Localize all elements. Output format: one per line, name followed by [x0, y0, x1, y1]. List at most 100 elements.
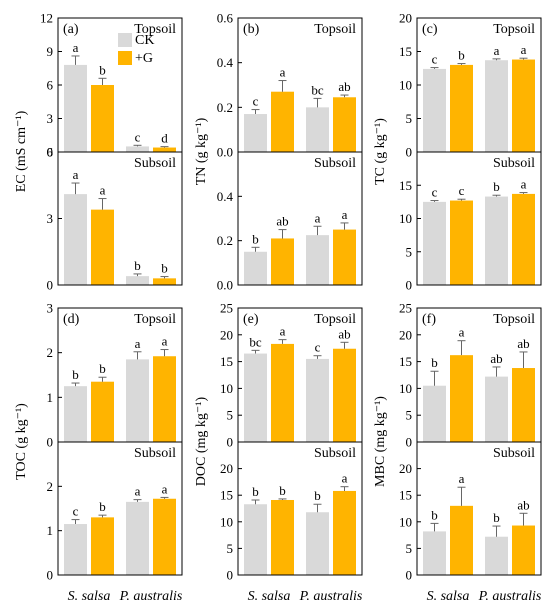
significance-label: a	[73, 167, 79, 182]
y-tick-label: 10	[399, 514, 412, 529]
legend-label-ck: CK	[135, 33, 154, 48]
bar-g	[91, 85, 114, 152]
panel-letter: (c)	[422, 22, 438, 37]
bar-ck	[423, 385, 446, 442]
significance-label: b	[314, 488, 321, 503]
bar-g	[512, 368, 535, 442]
bar-g	[91, 209, 114, 285]
bar-ck	[244, 353, 267, 442]
significance-label: a	[162, 334, 168, 349]
y-axis-label: EC (mS cm⁻¹)	[14, 110, 29, 192]
y-axis-label: DOC (mg kg⁻¹)	[194, 396, 209, 486]
y-tick-label: 15	[399, 44, 412, 59]
legend-swatch-g	[118, 51, 132, 65]
subplot-subsoil: 0 5 10 15 Subsoil c b c a	[399, 156, 535, 293]
y-tick-label: 10	[399, 211, 412, 226]
y-tick-label: 25	[399, 301, 412, 316]
bar-ck	[485, 536, 508, 575]
significance-label: c	[135, 129, 141, 144]
significance-label: b	[493, 510, 500, 525]
layer-label-subsoil: Subsoil	[493, 156, 535, 171]
bar-g	[153, 278, 176, 285]
significance-label: b	[161, 261, 168, 276]
panel-letter: (e)	[243, 312, 259, 327]
y-tick-label: 0	[227, 435, 234, 450]
subplot-subsoil: 0 5 10 15 20 Subsoil b b a ab	[399, 446, 535, 583]
bar-g	[153, 356, 176, 442]
y-tick-label: 15	[220, 354, 233, 369]
layer-label-topsoil: Topsoil	[314, 312, 356, 327]
bar-g	[450, 200, 473, 285]
significance-label: d	[161, 131, 168, 146]
subplot-topsoil: 0 5 10 15 20 Topsoil c a b a	[399, 11, 535, 160]
subplot-topsoil: 0 3 6 9 12 Topsoil a c b d	[40, 11, 176, 160]
bar-ck	[64, 64, 87, 152]
significance-label: b	[134, 258, 141, 273]
y-tick-label: 15	[399, 354, 412, 369]
significance-label: ab	[338, 79, 350, 94]
significance-label: c	[432, 185, 438, 200]
significance-label: b	[252, 484, 259, 499]
category-label: S. salsa	[248, 589, 291, 604]
bar-g	[450, 355, 473, 442]
significance-label: ab	[276, 214, 288, 229]
y-tick-label: 20	[220, 327, 233, 342]
y-tick-label: 0	[406, 278, 413, 293]
subplot-topsoil: 0 1 2 3 Topsoil b a b a	[47, 301, 177, 450]
significance-label: ab	[338, 326, 350, 341]
y-tick-label: 0.4	[217, 55, 234, 70]
significance-label: b	[99, 62, 106, 77]
significance-label: a	[100, 183, 106, 198]
y-tick-label: 0	[47, 435, 54, 450]
layer-label-subsoil: Subsoil	[134, 446, 176, 461]
bar-g	[271, 343, 294, 442]
y-tick-label: 5	[227, 541, 234, 556]
bar-ck	[244, 114, 267, 152]
panel-a: 0 3 6 9 12 Topsoil a c b d 0 3 6 Subsoil a b a b (a) EC (mS…	[14, 11, 183, 293]
y-axis-label: TOC (g kg⁻¹)	[14, 403, 29, 480]
bar-g	[512, 193, 535, 285]
panel-letter: (d)	[63, 312, 80, 327]
bar-g	[450, 64, 473, 152]
subplot-topsoil: 0.0 0.2 0.4 0.6 Topsoil c bc a ab	[217, 11, 356, 160]
panel-letter: (a)	[63, 22, 79, 37]
y-tick-label: 3	[47, 211, 54, 226]
panel-letter: (b)	[243, 22, 260, 37]
bar-g	[271, 499, 294, 575]
bar-g	[512, 59, 535, 152]
bar-ck	[485, 376, 508, 442]
y-tick-label: 0.6	[217, 11, 234, 26]
y-tick-label: 0	[227, 568, 234, 583]
category-label: S. salsa	[427, 589, 470, 604]
bar-ck	[64, 194, 87, 285]
y-tick-label: 1	[47, 390, 54, 405]
layer-label-subsoil: Subsoil	[134, 156, 176, 171]
y-tick-label: 10	[220, 514, 233, 529]
bar-g	[333, 229, 356, 285]
legend-swatch-ck	[118, 33, 132, 47]
layer-label-topsoil: Topsoil	[493, 22, 535, 37]
bar-g	[153, 147, 176, 152]
y-tick-label: 15	[399, 488, 412, 503]
bar-ck	[126, 146, 149, 152]
y-tick-label: 0.0	[217, 145, 233, 160]
bar-ck	[244, 504, 267, 575]
y-tick-label: 10	[220, 381, 233, 396]
layer-label-topsoil: Topsoil	[134, 22, 176, 37]
significance-label: c	[73, 504, 79, 519]
y-tick-label: 5	[227, 408, 234, 423]
subplot-subsoil: 0.0 0.2 0.4 Subsoil b a ab a	[217, 156, 356, 293]
significance-label: b	[99, 361, 106, 376]
bar-ck	[423, 68, 446, 152]
layer-label-subsoil: Subsoil	[314, 156, 356, 171]
significance-label: b	[252, 231, 259, 246]
bar-g	[512, 525, 535, 575]
significance-label: c	[432, 52, 438, 67]
bar-ck	[244, 251, 267, 285]
subplot-subsoil: 0 5 10 15 20 Subsoil b b b a	[220, 446, 356, 583]
y-tick-label: 5	[406, 408, 413, 423]
bar-g	[333, 97, 356, 152]
layer-label-topsoil: Topsoil	[314, 22, 356, 37]
legend: CK +G	[118, 33, 154, 66]
panel-d: 0 1 2 3 Topsoil b a b a 0 1 2 Subsoil c a b a (d) TOC (g k…	[14, 301, 183, 605]
